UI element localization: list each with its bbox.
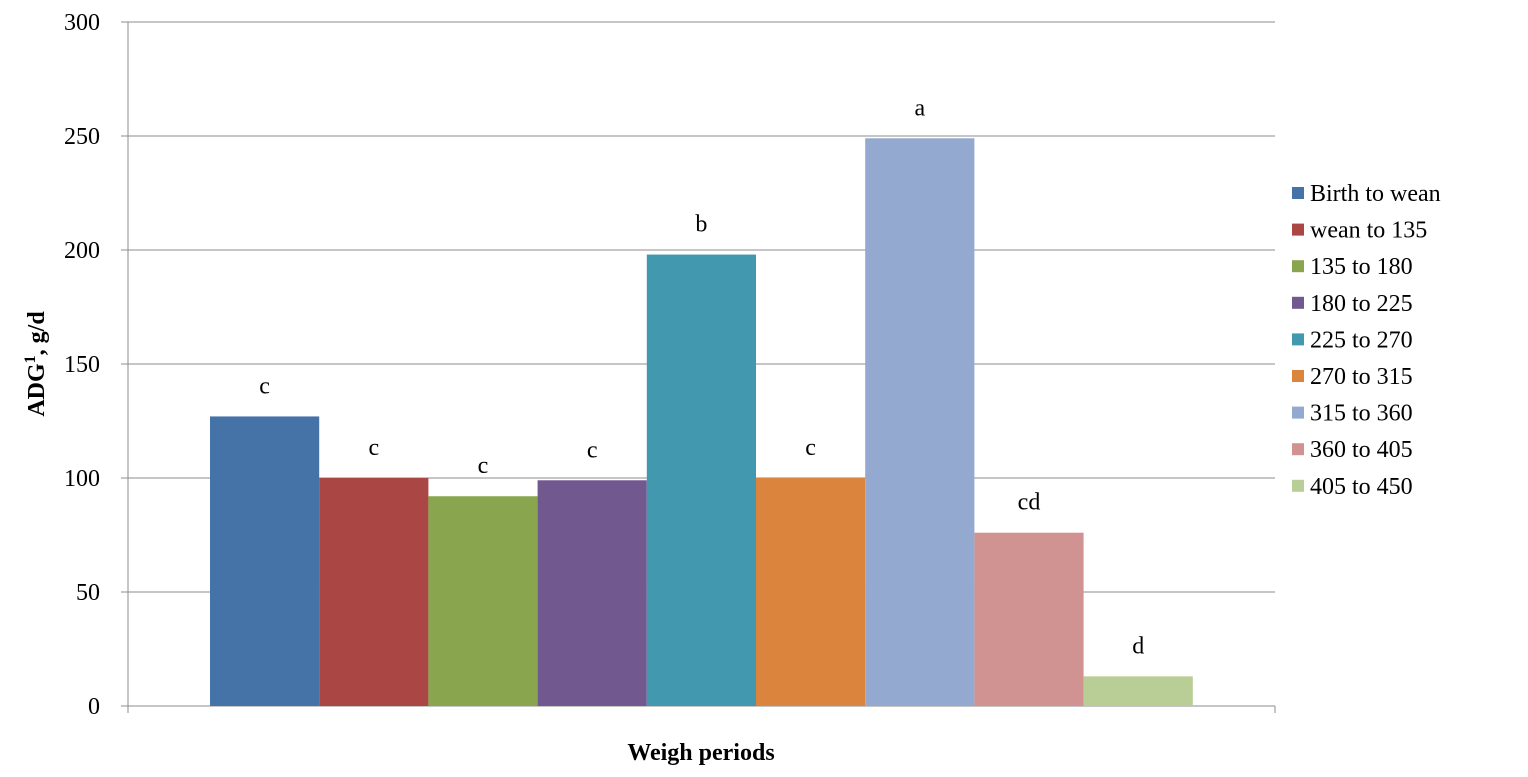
legend-swatch [1292,260,1304,273]
bar-data-label: cd [1018,490,1041,516]
y-tick-label: 300 [64,10,100,36]
bar-data-label: a [914,95,925,121]
legend-label: 405 to 450 [1310,474,1413,500]
y-tick-label: 100 [64,466,100,492]
bars [210,138,1193,706]
bar [319,478,429,706]
legend-swatch [1292,223,1304,236]
legend-swatch [1292,406,1304,419]
legend-label: 360 to 405 [1310,437,1413,463]
legend-label: 135 to 180 [1310,254,1413,280]
y-tick-label: 250 [64,124,100,150]
legend-label: Birth to wean [1310,181,1441,207]
y-axis-title-rest: , g/d [24,311,50,356]
legend-swatch [1292,370,1304,382]
bar [865,138,975,706]
legend-label: 315 to 360 [1310,401,1413,427]
bar-data-label: c [587,437,598,463]
bar-data-label: c [478,453,489,479]
bar-data-label: c [805,435,816,461]
legend-swatch [1292,187,1304,199]
legend-swatch [1292,479,1304,492]
bar-data-label: b [695,212,707,238]
bar [1083,676,1193,706]
bar [210,416,320,706]
bar [646,254,756,706]
x-axis-title: Weigh periods [627,740,774,766]
bar [428,496,538,706]
legend-label: wean to 135 [1310,218,1427,244]
y-axis-title: ADG1, g/d [22,311,50,417]
legend-swatch [1292,333,1304,346]
legend-swatch [1292,296,1304,309]
y-tick-label: 150 [64,352,100,378]
y-axis-title-main: ADG [24,363,50,417]
y-tick-label: 0 [88,694,100,720]
legend-label: 270 to 315 [1310,364,1413,390]
y-tick-label: 50 [76,580,100,606]
bar [974,532,1084,706]
y-tick-label: 200 [64,238,100,264]
data-labels: c c c c b c a cd d [259,95,1144,659]
legend-label: 180 to 225 [1310,291,1413,317]
legend-label: 225 to 270 [1310,327,1413,353]
bar [537,480,647,706]
bar-data-label: c [259,373,270,399]
bar [756,478,866,706]
y-axis-title-superscript: 1 [22,355,39,363]
bar-data-label: d [1132,633,1144,659]
legend-swatch [1292,443,1304,456]
axes: 0 50 100 150 200 250 300 [64,10,1276,720]
bar-data-label: c [368,435,379,461]
legend: Birth to wean wean to 135 135 to 180 180 to… [1292,181,1441,500]
